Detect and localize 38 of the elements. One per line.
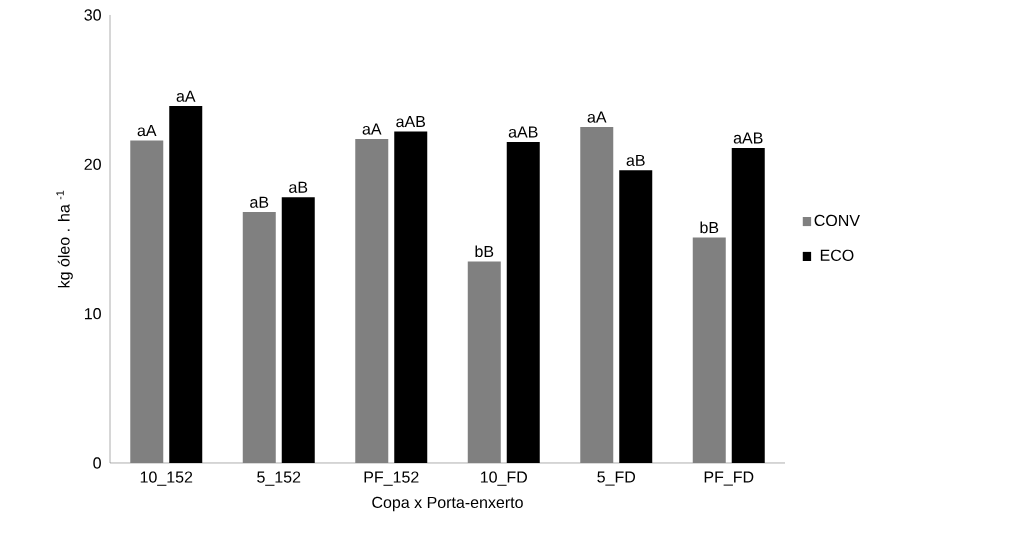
annotation: bB [475,245,494,258]
x-tick-label: 10_FD [480,471,527,486]
x-tick-label: PF_152 [364,471,419,486]
bar [281,197,315,463]
bar [394,131,428,463]
x-tick-label: 5_FD [597,471,636,486]
x-tick-label: PF_FD [704,471,754,486]
annotation: aAB [396,116,426,128]
annotation: aB [289,181,308,193]
x-tick-label: 5_152 [257,471,301,486]
annotation: aA [137,125,157,137]
annotation: aA [176,90,196,102]
annotation: aA [362,123,382,135]
bar [580,126,614,463]
y-tick-label: 0 [93,457,101,469]
bar [506,141,540,463]
annotation: aAB [733,132,763,144]
x-tick-label: 10_152 [140,471,193,486]
y-tick-label: 30 [84,9,101,21]
annotation: aB [250,196,269,208]
bar [355,138,389,463]
bar [130,140,164,463]
bar [692,237,726,463]
annotation: aB [626,154,645,167]
x-axis-title: Copa x Porta-enxerto [372,496,523,512]
y-tick-label: 20 [84,158,101,170]
annotation: aAB [508,126,538,138]
annotation: bB [700,221,719,234]
bar [242,212,276,463]
legend-label: ECO [820,249,854,261]
annotation: aA [587,111,607,123]
bar [169,106,203,463]
y-axis-title: kg óleo . ha $^{-1}$ [56,190,73,288]
legend-label: CONV [814,214,860,227]
bar [467,261,501,463]
bar [731,147,765,463]
y-tick-label: 10 [84,308,101,320]
bar [619,170,653,463]
